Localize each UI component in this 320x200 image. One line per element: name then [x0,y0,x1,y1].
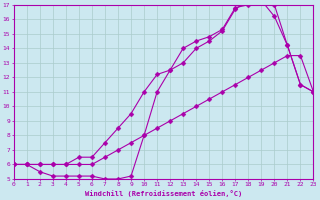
X-axis label: Windchill (Refroidissement éolien,°C): Windchill (Refroidissement éolien,°C) [85,190,242,197]
